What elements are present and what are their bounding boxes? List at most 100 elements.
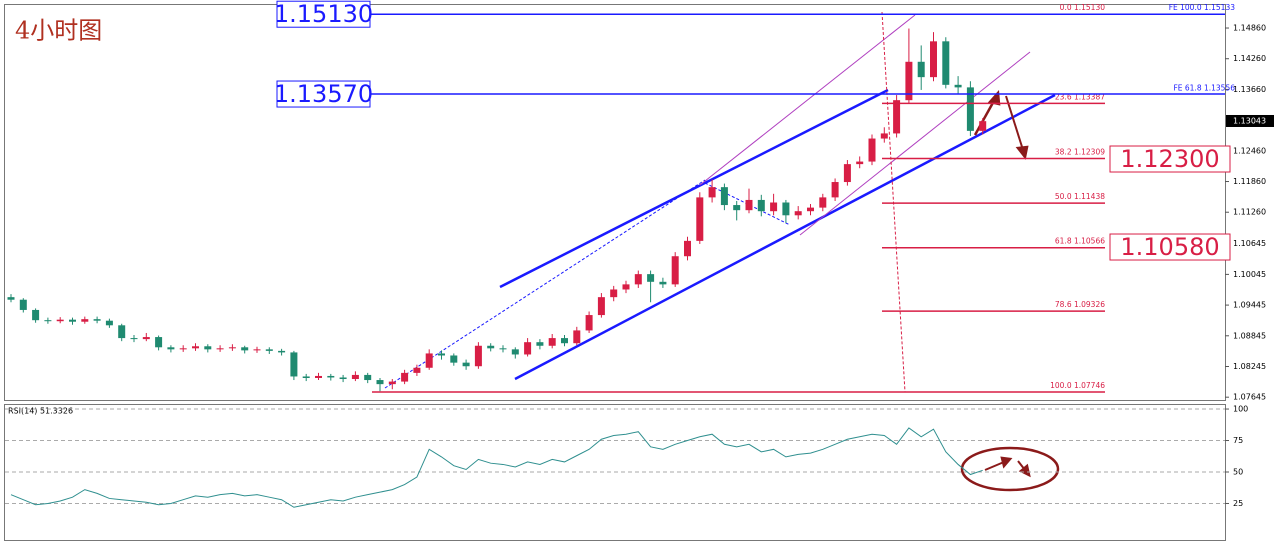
- candle-body: [770, 202, 778, 212]
- candle-body: [413, 367, 421, 373]
- fe-label: FE 61.8 1.13556: [1173, 84, 1235, 93]
- y-tick-label: 1.08245: [1233, 362, 1266, 371]
- arrow-down: [1005, 95, 1024, 151]
- candle-body: [401, 372, 409, 382]
- price-label: 1.10580: [1120, 233, 1219, 261]
- fib-label: 78.6 1.09326: [1055, 300, 1105, 309]
- candle-body: [32, 309, 40, 321]
- candle-body: [450, 355, 458, 363]
- candle-body: [561, 338, 568, 344]
- y-tick-label: 1.10045: [1233, 270, 1266, 279]
- candle-body: [351, 374, 359, 380]
- candle-body: [819, 197, 827, 208]
- candle-body: [782, 202, 790, 216]
- candle-body: [315, 375, 322, 378]
- candle-body: [684, 240, 691, 257]
- candle-body: [118, 325, 126, 339]
- candle-body: [290, 352, 298, 377]
- candle-body: [388, 381, 396, 385]
- candle-body: [807, 207, 814, 212]
- candle-body: [524, 342, 532, 355]
- candle-body: [880, 133, 888, 139]
- candle-body: [167, 347, 175, 350]
- candle-body: [942, 41, 950, 85]
- fib-label: 50.0 1.11438: [1055, 192, 1105, 201]
- y-tick-label: 1.07645: [1233, 393, 1266, 402]
- y-tick-label: 1.14260: [1233, 54, 1266, 63]
- arrow-up: [973, 98, 997, 136]
- candle-body: [376, 380, 384, 385]
- fe-label: FE 100.0 1.15133: [1169, 3, 1236, 12]
- candle-body: [585, 315, 593, 331]
- candle-body: [536, 342, 544, 346]
- candle-body: [573, 330, 581, 344]
- price-label: 1.12300: [1120, 145, 1219, 173]
- candle-body: [265, 349, 273, 351]
- chart-title: 4小时图: [15, 17, 102, 45]
- candle-body: [425, 353, 433, 368]
- candle-body: [757, 199, 765, 212]
- candle-body: [610, 289, 618, 298]
- candle-body: [966, 87, 974, 131]
- candle-body: [105, 320, 113, 326]
- price-panel: [4, 4, 1226, 401]
- y-tick-label: 25: [1233, 499, 1243, 508]
- candle-body: [462, 362, 470, 367]
- candle-body: [831, 182, 839, 198]
- candle-body: [696, 197, 704, 241]
- candle-body: [253, 349, 261, 351]
- candle-body: [155, 337, 163, 348]
- candle-body: [192, 346, 199, 349]
- candle-body: [647, 274, 655, 282]
- candle-body: [204, 346, 212, 350]
- candle-body: [708, 187, 716, 198]
- candle-body: [438, 353, 445, 356]
- arrow-up: [984, 461, 1005, 471]
- candle-body: [917, 61, 925, 78]
- candle-body: [179, 348, 187, 350]
- y-tick-label: 75: [1233, 436, 1243, 445]
- candle-body: [893, 100, 901, 134]
- candle-body: [7, 297, 15, 300]
- candle-body: [954, 84, 962, 88]
- fib-label: 0.0 1.15130: [1060, 3, 1106, 12]
- arrow-head: [1015, 145, 1029, 160]
- rsi-title: RSI(14) 51.3326: [8, 407, 73, 416]
- y-tick-label: 100: [1233, 405, 1248, 414]
- candle-body: [69, 319, 76, 322]
- candle-body: [979, 121, 987, 131]
- price-label: 1.13570: [274, 80, 373, 108]
- y-tick-label: 1.11260: [1233, 208, 1266, 217]
- candle-body: [93, 319, 101, 321]
- channel-upper: [499, 88, 889, 289]
- candle-body: [930, 41, 937, 78]
- last-price-label: 1.13043: [1233, 116, 1266, 125]
- candle-body: [19, 299, 27, 310]
- thin-channel: [699, 14, 916, 186]
- candle-body: [81, 319, 89, 322]
- dashed-trend: [384, 179, 706, 389]
- y-tick-label: 1.09445: [1233, 301, 1266, 310]
- arrow-head: [1000, 456, 1013, 469]
- candle-body: [720, 187, 728, 206]
- price-box: [1109, 145, 1231, 173]
- candle-body: [794, 211, 802, 216]
- candle-body: [228, 347, 236, 349]
- y-tick-label: 1.13660: [1233, 85, 1266, 94]
- candle-body: [745, 199, 753, 211]
- candle-body: [474, 345, 482, 367]
- candle-body: [278, 350, 286, 353]
- candle-body: [868, 138, 876, 162]
- candle-body: [597, 297, 605, 316]
- candle-body: [130, 338, 138, 340]
- candle-body: [339, 377, 347, 380]
- price-box: [1109, 233, 1231, 261]
- candle-body: [216, 348, 224, 350]
- y-tick-label: 1.14860: [1233, 24, 1266, 33]
- channel-lower: [514, 93, 1056, 381]
- candle-body: [511, 349, 519, 355]
- rsi-line: [10, 427, 983, 508]
- candle-body: [671, 256, 679, 285]
